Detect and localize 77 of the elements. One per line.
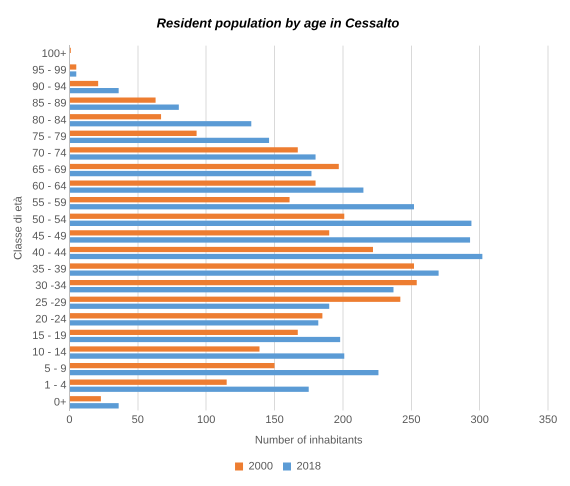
bar [70,230,330,236]
bar [70,304,330,309]
bar [70,147,298,153]
bar [70,220,472,226]
bar [70,270,439,276]
y-tick-label: 95 - 99 [32,64,66,77]
bar [70,313,322,318]
y-tick-label: 1 - 4 [44,380,66,392]
y-tick-label: 0+ [54,396,66,408]
y-tick-label: 75 - 79 [32,130,66,143]
bar [70,396,101,402]
bar [70,188,364,193]
bar [70,330,298,336]
bar [70,263,414,269]
x-tick-label: 50 [132,414,144,426]
bar [70,204,414,210]
y-tick-label: 55 - 59 [32,197,66,210]
bar [70,88,119,94]
y-tick-label: 50 - 54 [32,214,66,226]
bar [70,130,197,136]
bar [70,138,270,144]
bar [70,362,275,368]
bar [70,164,339,170]
bar [70,104,179,110]
bar [70,114,162,120]
y-axis-title: Classe di età [12,195,25,260]
bar [70,296,400,302]
bar [70,237,470,243]
x-tick-label: 350 [538,414,558,426]
bar [70,246,373,252]
bar [70,353,344,359]
bar [70,214,344,219]
y-tick-label: 60 - 64 [32,180,66,193]
x-axis-title: Number of inhabitants [254,434,364,446]
y-tick-label: 15 - 19 [32,330,66,342]
bar [70,280,417,286]
bar [70,197,290,202]
x-tick-label: 150 [265,414,284,426]
bar [70,320,318,326]
x-tick-label: 250 [402,414,420,426]
bar [70,370,378,376]
y-tick-label: 85 - 89 [32,98,66,110]
bar [70,98,156,103]
y-tick-label: 5 - 9 [44,363,66,376]
bar [70,403,119,408]
y-tick-label: 65 - 69 [32,164,66,176]
x-tick-label: 300 [470,414,489,426]
y-tick-label: 10 - 14 [32,346,66,359]
legend-label: 2018 [296,460,321,473]
x-tick-label: 0 [66,414,73,426]
y-tick-label: 30 -34 [35,280,66,292]
bar [70,287,394,292]
y-tick-label: 90 - 94 [32,81,66,94]
bar [70,336,340,342]
y-tick-label: 40 - 44 [32,247,66,260]
bar [70,121,252,126]
bar [70,71,76,77]
chart-title: Resident population by age in Cessalto [156,15,400,30]
legend-label: 2000 [248,460,274,473]
bar [70,254,482,260]
bar [70,380,227,385]
y-tick-label: 70 - 74 [32,147,66,160]
y-tick-label: 20 -24 [35,313,66,326]
y-tick-label: 100+ [42,48,66,60]
y-tick-label: 80 - 84 [32,114,66,126]
y-tick-label: 25 -29 [35,296,66,309]
x-tick-label: 100 [196,414,216,426]
bar [70,64,76,70]
bar [70,154,316,160]
bar [70,386,309,392]
x-tick-label: 200 [334,414,352,426]
bar [70,80,98,86]
bar [70,346,260,352]
y-tick-label: 35 - 39 [32,264,66,276]
y-tick-label: 45 - 49 [32,230,66,242]
bar [70,180,316,186]
bar [70,170,312,176]
